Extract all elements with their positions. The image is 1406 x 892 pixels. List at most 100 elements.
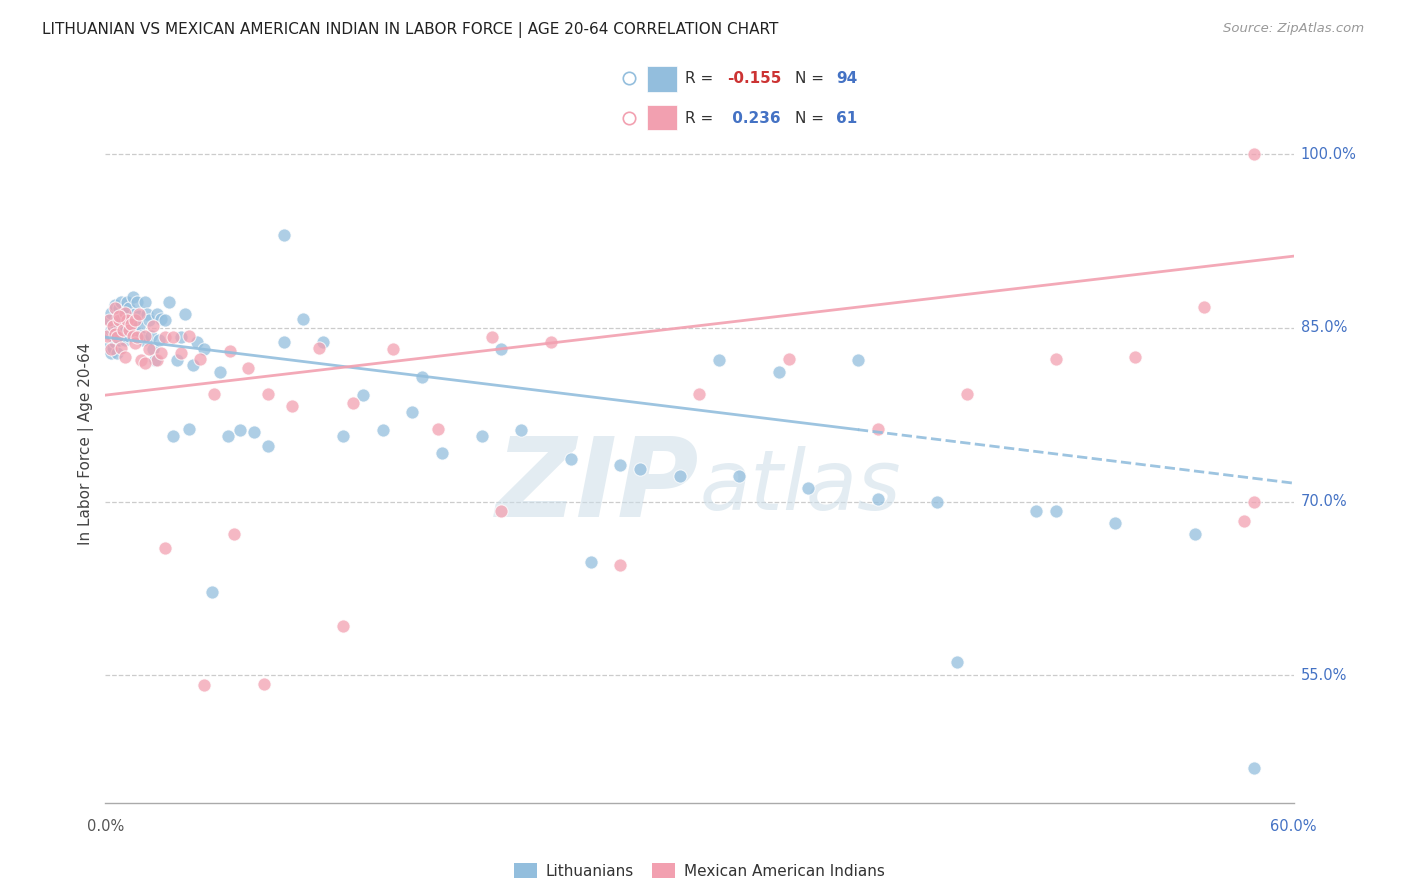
Point bbox=[243, 425, 266, 440]
Point bbox=[100, 323, 122, 337]
Point bbox=[110, 295, 132, 310]
Text: LITHUANIAN VS MEXICAN AMERICAN INDIAN IN LABOR FORCE | AGE 20-64 CORRELATION CHA: LITHUANIAN VS MEXICAN AMERICAN INDIAN IN… bbox=[42, 22, 779, 38]
Point bbox=[224, 527, 246, 541]
Point bbox=[689, 387, 711, 401]
Point bbox=[134, 356, 156, 370]
Point bbox=[173, 307, 195, 321]
Point bbox=[956, 387, 979, 401]
Point bbox=[118, 301, 141, 316]
Point bbox=[401, 405, 423, 419]
Point bbox=[166, 353, 188, 368]
Text: 94: 94 bbox=[837, 70, 858, 86]
Point bbox=[153, 330, 176, 344]
Point bbox=[312, 334, 335, 349]
Point bbox=[1104, 516, 1126, 530]
Point bbox=[236, 361, 259, 376]
Point bbox=[146, 353, 169, 368]
Point bbox=[104, 326, 127, 341]
Point bbox=[148, 333, 170, 347]
Point bbox=[129, 353, 152, 368]
Bar bbox=[647, 66, 676, 92]
Point bbox=[100, 306, 122, 320]
Point bbox=[280, 399, 302, 413]
Point bbox=[120, 318, 142, 332]
Point bbox=[139, 329, 162, 343]
Point bbox=[105, 330, 128, 344]
Point bbox=[256, 439, 278, 453]
Point bbox=[108, 333, 131, 347]
Point bbox=[142, 318, 165, 333]
Text: -0.155: -0.155 bbox=[727, 70, 782, 86]
Point bbox=[149, 346, 172, 360]
Point bbox=[186, 334, 208, 349]
Point bbox=[471, 428, 494, 442]
Point bbox=[619, 70, 641, 85]
Point bbox=[342, 396, 364, 410]
Point bbox=[253, 676, 276, 690]
Point bbox=[162, 428, 184, 442]
Point bbox=[229, 423, 252, 437]
Text: R =: R = bbox=[686, 111, 718, 126]
Point bbox=[136, 307, 159, 321]
Point bbox=[104, 318, 127, 332]
Text: 85.0%: 85.0% bbox=[1301, 320, 1347, 335]
Point bbox=[118, 329, 141, 343]
Point bbox=[122, 290, 145, 304]
Point bbox=[120, 313, 142, 327]
Point bbox=[619, 112, 641, 126]
Point bbox=[866, 492, 889, 507]
Point bbox=[153, 313, 176, 327]
Point bbox=[108, 313, 131, 327]
Point bbox=[114, 306, 136, 320]
Point bbox=[103, 341, 125, 355]
Point bbox=[170, 346, 193, 360]
Point bbox=[609, 458, 631, 472]
Point bbox=[332, 428, 354, 442]
Point bbox=[427, 422, 450, 436]
Point bbox=[142, 342, 165, 356]
Point bbox=[103, 318, 125, 333]
Point bbox=[1045, 352, 1067, 367]
Point bbox=[540, 334, 562, 349]
Point bbox=[110, 313, 132, 327]
Point bbox=[1243, 761, 1265, 775]
Bar bbox=[647, 104, 676, 130]
Point bbox=[332, 618, 354, 632]
Text: 100.0%: 100.0% bbox=[1301, 146, 1357, 161]
Point bbox=[579, 555, 602, 569]
Point bbox=[108, 310, 131, 324]
Point bbox=[124, 313, 146, 327]
Point bbox=[170, 330, 193, 344]
Point bbox=[127, 330, 149, 344]
Point bbox=[209, 365, 232, 379]
Point bbox=[153, 541, 176, 555]
Point bbox=[115, 295, 138, 310]
Point bbox=[108, 301, 131, 316]
Point bbox=[371, 423, 394, 437]
Point bbox=[177, 329, 200, 343]
Point bbox=[157, 295, 180, 310]
Point bbox=[127, 295, 149, 310]
Point bbox=[108, 318, 131, 332]
Point bbox=[98, 326, 121, 341]
Point bbox=[146, 307, 169, 321]
Point bbox=[115, 313, 138, 327]
Point bbox=[112, 325, 135, 339]
Point bbox=[193, 678, 215, 692]
Point bbox=[124, 336, 146, 351]
Point bbox=[1243, 494, 1265, 508]
Point bbox=[138, 342, 160, 356]
Point bbox=[127, 313, 149, 327]
Point bbox=[193, 342, 215, 356]
Point bbox=[481, 330, 503, 344]
Point bbox=[430, 446, 453, 460]
Point bbox=[100, 346, 122, 360]
Point bbox=[105, 329, 128, 343]
Point bbox=[98, 311, 121, 326]
Text: R =: R = bbox=[686, 70, 718, 86]
Point bbox=[668, 469, 690, 483]
Point bbox=[104, 334, 127, 349]
Point bbox=[181, 358, 204, 372]
Point bbox=[114, 313, 136, 327]
Point bbox=[609, 558, 631, 573]
